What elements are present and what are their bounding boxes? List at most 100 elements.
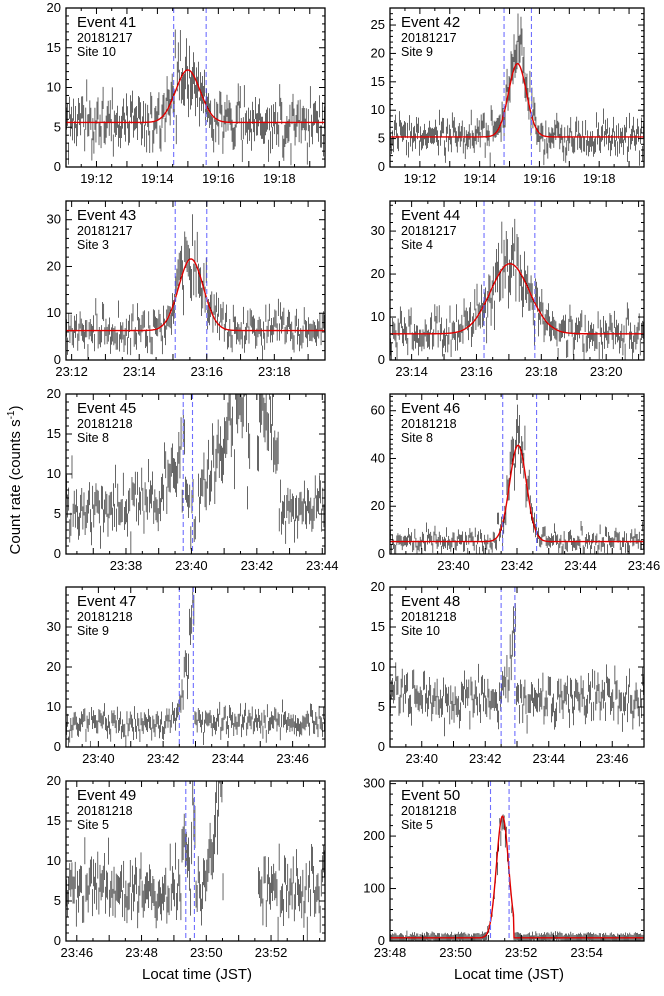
x-tick-label: 23:42	[147, 751, 180, 766]
x-tick-label: 19:14	[141, 171, 174, 186]
event-date: 20181217	[401, 31, 457, 45]
plot-frame	[389, 780, 645, 942]
y-tick-label: 10	[47, 305, 61, 320]
panel-event-44: 0 10 20 30 23:14 23:16 23:18 23:20 Event 4420181…	[371, 200, 645, 379]
panel-event-47: 0 10 20 30 23:40 23:42 23:44 23:46 Event 4720181…	[47, 586, 326, 766]
y-tick-label: 10	[47, 699, 61, 714]
x-tick-label: 23:44	[212, 751, 245, 766]
x-tick-label: 23:12	[55, 364, 88, 379]
event-site: Site 4	[401, 238, 433, 252]
y-tick-label: 10	[47, 80, 61, 95]
y-tick-label: 15	[47, 40, 61, 55]
y-tick-label: 15	[371, 74, 385, 89]
event-title: Event 46	[401, 400, 460, 417]
event-date: 20181218	[77, 417, 133, 431]
x-tick-label: 23:46	[628, 558, 661, 573]
x-tick-label: 23:14	[123, 364, 156, 379]
event-date: 20181217	[401, 224, 457, 238]
y-tick-label: 0	[378, 352, 385, 367]
event-date: 20181218	[77, 610, 133, 624]
event-title: Event 42	[401, 14, 460, 31]
x-tick-label: 23:40	[175, 558, 208, 573]
x-tick-label: 23:40	[405, 751, 438, 766]
y-axis-label-superscript: -1	[6, 410, 17, 419]
x-tick-label: 23:48	[374, 945, 407, 960]
event-title: Event 45	[77, 400, 136, 417]
x-tick-label: 23:50	[439, 945, 472, 960]
y-tick-label: 20	[371, 45, 385, 60]
y-tick-label: 20	[47, 773, 61, 788]
y-tick-label: 5	[378, 131, 385, 146]
event-title: Event 43	[77, 207, 136, 224]
y-tick-label: 0	[378, 739, 385, 754]
y-tick-label: 10	[371, 659, 385, 674]
event-site: Site 5	[77, 818, 109, 832]
y-tick-label: 20	[47, 386, 61, 401]
event-date: 20181217	[77, 31, 133, 45]
y-tick-label: 20	[371, 498, 385, 513]
event-site: Site 8	[77, 431, 109, 445]
x-tick-label: 23:18	[258, 364, 291, 379]
y-tick-label: 0	[378, 546, 385, 561]
event-site: Site 8	[401, 431, 433, 445]
x-tick-label: 23:16	[190, 364, 223, 379]
event-site: Site 9	[77, 624, 109, 638]
y-tick-label: 20	[47, 0, 61, 15]
y-tick-label: 20	[371, 266, 385, 281]
x-tick-label: 23:18	[525, 364, 558, 379]
data-points	[390, 814, 644, 941]
x-tick-label: 23:44	[532, 751, 565, 766]
y-tick-label: 30	[47, 619, 61, 634]
event-date: 20181218	[401, 417, 457, 431]
panel-event-48: 0 5 10 15 20 23:40 23:42 23:44 23:46 Event 482018…	[371, 579, 645, 766]
x-tick-label: 23:40	[82, 751, 115, 766]
event-site: Site 10	[401, 624, 440, 638]
event-site: Site 3	[77, 238, 109, 252]
y-tick-label: 10	[371, 102, 385, 117]
y-tick-label: 200	[363, 828, 385, 843]
x-axis-label-left: Locat time (JST)	[142, 966, 252, 983]
y-tick-label: 15	[371, 619, 385, 634]
y-tick-label: 25	[371, 17, 385, 32]
y-tick-label: 20	[47, 659, 61, 674]
event-title: Event 44	[401, 207, 460, 224]
y-tick-label: 0	[54, 352, 61, 367]
x-axis-label-right: Locat time (JST)	[454, 966, 564, 983]
event-title: Event 50	[401, 787, 460, 804]
y-tick-label: 20	[47, 258, 61, 273]
x-tick-label: 23:54	[570, 945, 603, 960]
x-tick-label: 23:46	[61, 945, 94, 960]
panel-event-45: 0 5 10 15 20 23:38 23:40 23:42 23:44 Event 452018…	[47, 386, 339, 573]
x-tick-label: 23:42	[469, 751, 502, 766]
y-tick-label: 0	[54, 159, 61, 174]
fit-curve	[390, 815, 644, 939]
event-site: Site 5	[401, 818, 433, 832]
panel-event-43: 0 10 20 30 23:12 23:14 23:16 23:18 Event 4320181…	[47, 200, 326, 379]
y-tick-label: 15	[47, 813, 61, 828]
y-tick-label: 5	[54, 506, 61, 521]
x-tick-label: 23:50	[190, 945, 223, 960]
y-tick-label: 100	[363, 881, 385, 896]
fit-curve	[390, 263, 644, 335]
x-tick-label: 23:20	[590, 364, 623, 379]
x-tick-label: 23:52	[505, 945, 538, 960]
panel-event-42: 0 5 10 15 20 25 19:12 19:14 19:16 19:18 Event 4220…	[371, 7, 645, 186]
event-site: Site 9	[401, 45, 433, 59]
y-tick-label: 10	[47, 853, 61, 868]
event-title: Event 47	[77, 593, 136, 610]
data-points	[390, 404, 644, 554]
plot-frame	[389, 200, 645, 361]
event-date: 20181217	[77, 224, 133, 238]
y-tick-label: 60	[371, 403, 385, 418]
event-site: Site 10	[77, 45, 116, 59]
fit-curve	[390, 444, 644, 543]
x-tick-label: 19:16	[523, 171, 556, 186]
x-tick-label: 19:12	[404, 171, 437, 186]
x-tick-label: 23:52	[255, 945, 288, 960]
y-tick-label: 5	[54, 119, 61, 134]
x-tick-label: 23:44	[564, 558, 597, 573]
y-tick-label: 0	[54, 933, 61, 948]
x-tick-label: 23:48	[125, 945, 158, 960]
x-tick-label: 23:16	[460, 364, 493, 379]
